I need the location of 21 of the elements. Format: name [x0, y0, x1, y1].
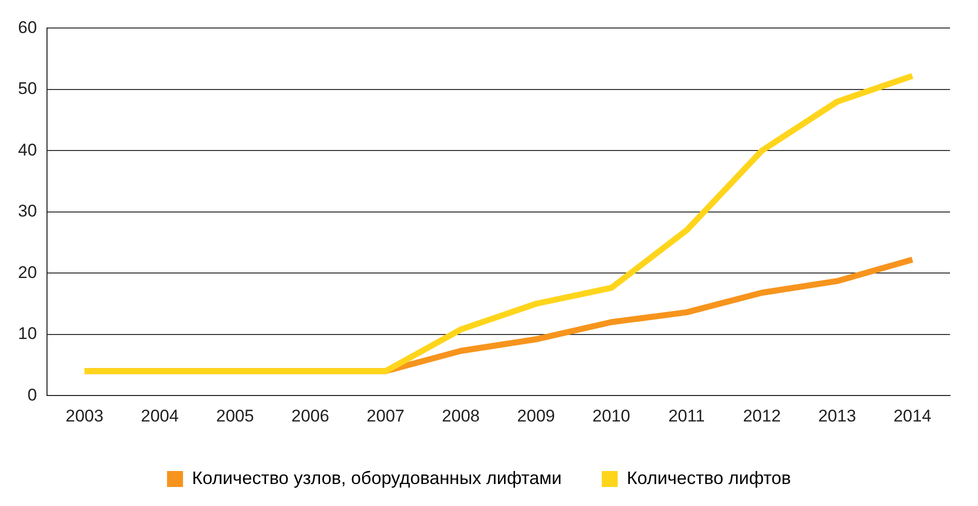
y-tick-label: 0	[27, 385, 37, 404]
x-tick-label: 2007	[366, 406, 404, 426]
y-tick-label: 40	[18, 140, 37, 160]
x-tick-label: 2011	[668, 406, 705, 426]
legend-label: Количество узлов, оборудованных лифтами	[192, 468, 562, 488]
y-tick-label: 30	[18, 202, 37, 221]
y-tick-label: 60	[18, 18, 37, 37]
x-tick-label: 2008	[442, 406, 480, 426]
x-tick-label: 2013	[818, 406, 856, 426]
x-tick-label: 2004	[140, 406, 179, 426]
x-tick-label: 2010	[592, 406, 630, 426]
x-tick-label: 2009	[517, 406, 555, 426]
x-tick-label: 2006	[291, 406, 330, 426]
x-tick-label: 2003	[66, 406, 104, 426]
y-tick-label: 10	[18, 324, 37, 344]
x-tick-label: 2014	[893, 406, 932, 426]
x-tick-label: 2005	[216, 406, 254, 426]
legend-label: Количество лифтов	[626, 468, 791, 488]
x-tick-label: 2012	[742, 406, 781, 426]
y-tick-label: 50	[18, 79, 37, 98]
y-tick-label: 20	[18, 262, 37, 282]
